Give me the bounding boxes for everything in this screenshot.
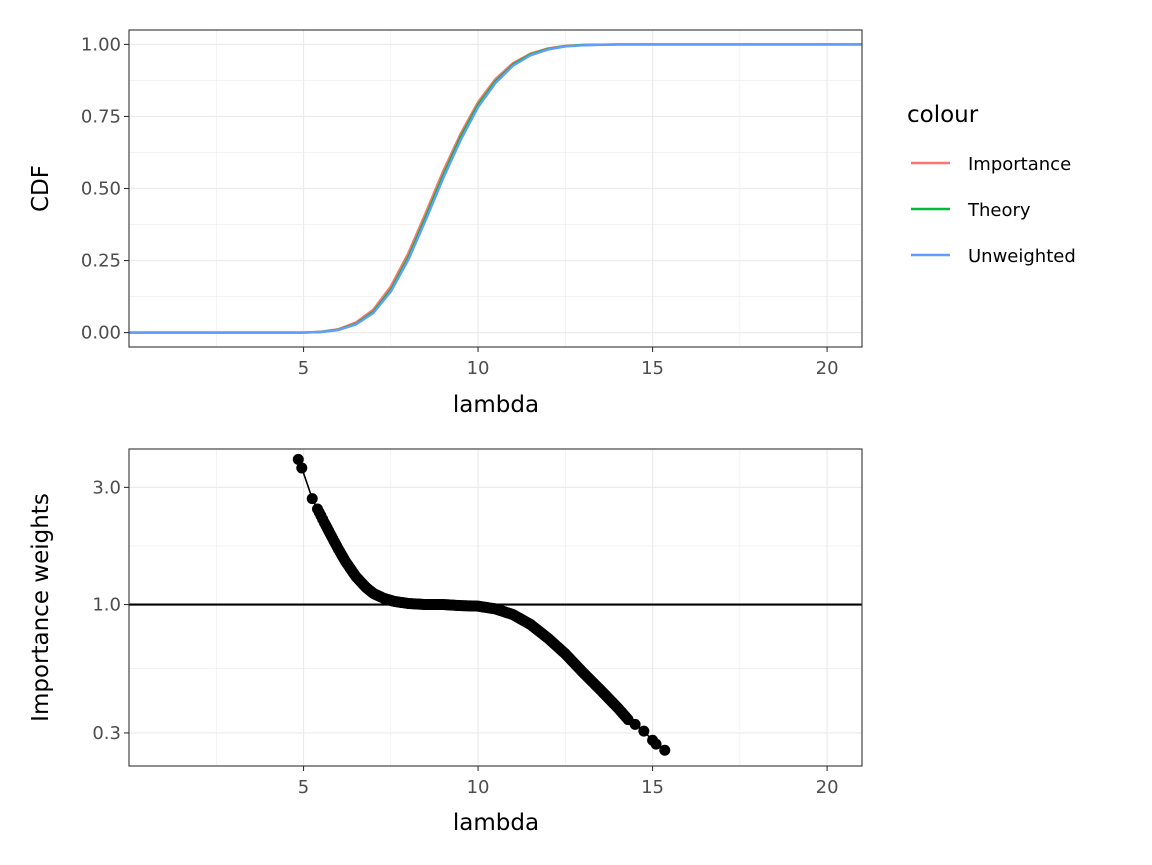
legend: colour Importance Theory Unweighted xyxy=(907,102,1076,267)
weights-point xyxy=(296,462,308,474)
weights-y-tick-label: 0.3 xyxy=(92,723,121,744)
cdf-panel: 5 10 15 20 0.00 0.25 0.50 0.75 1.00 lambda CDF xyxy=(28,29,863,418)
cdf-x-tick-label: 20 xyxy=(816,358,839,379)
weights-axis-ticks: 5 10 15 20 0.3 1.0 3.0 xyxy=(92,477,838,798)
legend-label-importance: Importance xyxy=(968,154,1071,175)
cdf-y-tick-label: 1.00 xyxy=(81,34,121,55)
legend-item-theory: Theory xyxy=(911,200,1031,221)
weights-x-axis-title: lambda xyxy=(453,810,539,836)
weights-x-tick-label: 10 xyxy=(467,777,490,798)
weights-panel-border xyxy=(128,448,863,767)
weights-point xyxy=(650,738,662,750)
cdf-axis-ticks: 5 10 15 20 0.00 0.25 0.50 0.75 1.00 xyxy=(81,34,839,379)
weights-points xyxy=(292,453,671,756)
legend-item-unweighted: Unweighted xyxy=(911,246,1076,267)
cdf-x-tick-label: 10 xyxy=(467,358,490,379)
legend-title: colour xyxy=(907,102,979,128)
cdf-x-tick-label: 15 xyxy=(641,358,664,379)
cdf-series-lines xyxy=(129,43,862,334)
cdf-x-axis-title: lambda xyxy=(453,392,539,418)
weights-y-tick-label: 1.0 xyxy=(92,595,121,616)
weights-series xyxy=(292,453,671,756)
weights-point xyxy=(621,712,633,724)
weights-point xyxy=(638,725,650,737)
weights-panel: 5 10 15 20 0.3 1.0 3.0 lambda Importance weigh… xyxy=(28,448,863,836)
weights-point xyxy=(306,493,318,505)
cdf-y-axis-title: CDF xyxy=(28,165,54,212)
legend-label-theory: Theory xyxy=(967,200,1031,221)
cdf-x-tick-label: 5 xyxy=(298,358,309,379)
legend-item-importance: Importance xyxy=(911,154,1071,175)
cdf-y-tick-label: 0.75 xyxy=(81,106,121,127)
cdf-y-tick-label: 0.00 xyxy=(81,323,121,344)
cdf-y-tick-label: 0.25 xyxy=(81,251,121,272)
weights-x-tick-label: 20 xyxy=(816,777,839,798)
weights-x-tick-label: 5 xyxy=(298,777,309,798)
weights-point xyxy=(292,453,304,465)
cdf-y-tick-label: 0.50 xyxy=(81,179,121,200)
legend-label-unweighted: Unweighted xyxy=(968,246,1076,267)
weights-y-axis-title: Importance weights xyxy=(28,493,54,722)
weights-point xyxy=(629,718,641,730)
cdf-line-unweighted xyxy=(129,43,862,334)
weights-x-tick-label: 15 xyxy=(641,777,664,798)
weights-y-tick-label: 3.0 xyxy=(92,477,121,498)
weights-point xyxy=(659,744,671,756)
